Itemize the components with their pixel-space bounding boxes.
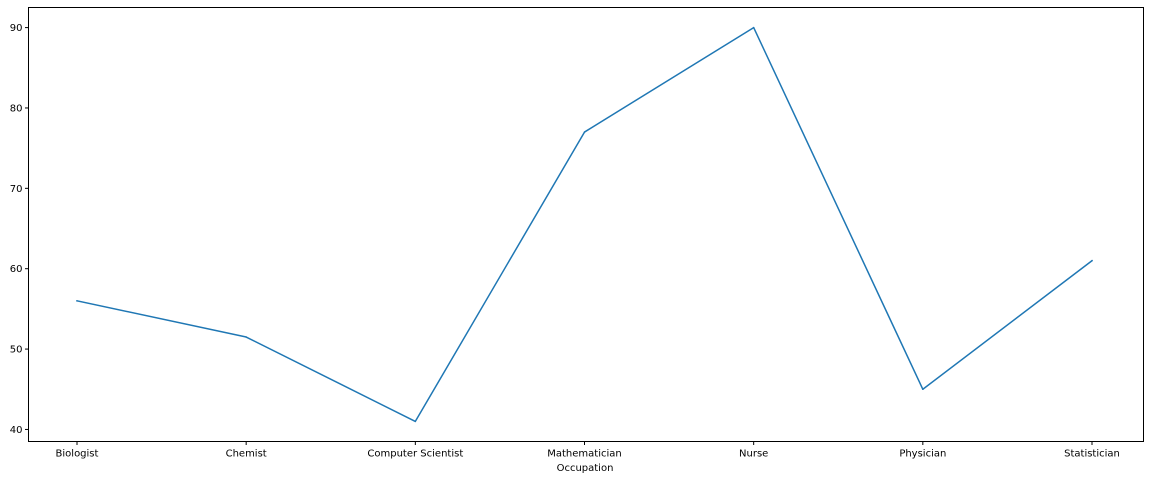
y-tick-label: 50 [10, 345, 23, 356]
y-tick-label: 80 [10, 103, 23, 114]
data-point-mathematician [583, 131, 586, 133]
x-tick-label: Biologist [56, 449, 99, 460]
x-axis-title: Occupation [557, 463, 614, 474]
y-tick-label: 70 [10, 184, 23, 195]
data-point-biologist [76, 300, 78, 302]
x-tick-label: Physician [899, 449, 946, 460]
plot-frame [28, 7, 1144, 442]
y-tick-label: 90 [10, 23, 23, 34]
x-axis-ticks: Biologist Chemist Computer Scientist Mathem… [56, 441, 1120, 460]
data-point-chemist [245, 336, 247, 338]
y-tick-label: 40 [10, 425, 23, 436]
x-tick-label: Computer Scientist [367, 449, 463, 460]
x-tick-label: Statistician [1064, 449, 1120, 460]
y-tick-label: 60 [10, 264, 23, 275]
data-point-computer-scientist [414, 420, 417, 423]
x-tick-label: Mathematician [547, 449, 621, 460]
series-layer [76, 26, 1094, 423]
data-point-physician [922, 388, 924, 391]
x-tick-label: Chemist [226, 449, 267, 460]
data-point-nurse [752, 26, 755, 29]
x-tick-label: Nurse [739, 449, 768, 460]
data-point-statistician [1091, 259, 1093, 262]
y-axis-ticks: 40 50 60 70 80 90 [10, 23, 29, 436]
